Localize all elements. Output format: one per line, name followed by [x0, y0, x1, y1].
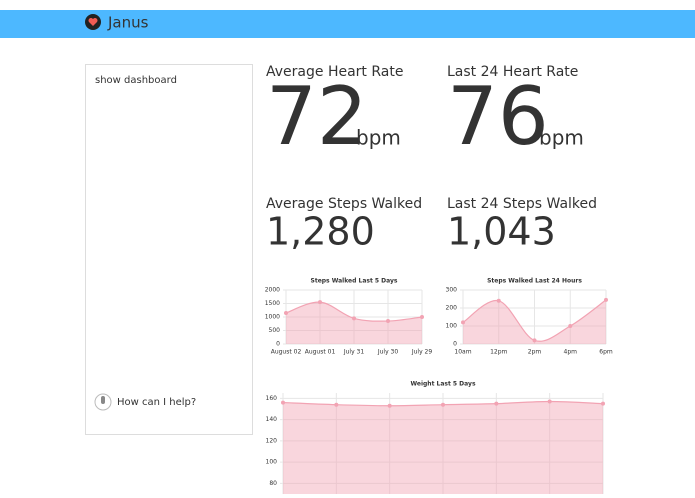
y-tick-label: 1500 — [265, 300, 280, 307]
stat-unit: bpm — [356, 126, 401, 150]
point — [532, 338, 537, 343]
point — [547, 399, 552, 404]
x-tick-label: 6pm — [599, 349, 613, 356]
point — [496, 298, 501, 303]
point — [318, 300, 322, 305]
point — [568, 324, 573, 328]
stat-value: 1,043 — [447, 210, 556, 254]
chart-title: Steps Walked Last 24 Hours — [487, 278, 582, 285]
stat-label: Average Steps Walked — [266, 196, 422, 212]
x-tick-label: July 31 — [343, 349, 365, 356]
y-tick-label: 140 — [266, 416, 278, 423]
point — [284, 310, 288, 315]
y-tick-label: 160 — [266, 395, 278, 402]
y-tick-label: 100 — [446, 323, 458, 330]
mic-icon — [101, 396, 105, 404]
x-tick-label: 4pm — [564, 349, 578, 356]
y-tick-label: 500 — [269, 327, 281, 334]
point — [387, 403, 392, 408]
point — [494, 401, 499, 406]
prompt[interactable]: How can I help? — [117, 397, 196, 408]
area-fill — [283, 401, 603, 494]
y-tick-label: 80 — [269, 480, 277, 487]
y-tick-label: 0 — [453, 341, 457, 348]
chart-title: Steps Walked Last 5 Days — [311, 278, 398, 285]
x-tick-label: 2pm — [528, 349, 542, 356]
y-tick-label: 200 — [446, 305, 458, 312]
y-tick-label: 100 — [266, 459, 278, 466]
y-tick-label: 300 — [446, 287, 458, 294]
dashboard-link[interactable]: show dashboard — [95, 75, 177, 86]
stat-label: Last 24 Heart Rate — [447, 64, 578, 80]
area-fill — [286, 302, 422, 344]
y-tick-label: 1000 — [265, 314, 280, 321]
stat-label: Last 24 Steps Walked — [447, 196, 597, 212]
app-title: Janus — [107, 14, 149, 32]
stat-value: 1,280 — [266, 210, 375, 254]
point — [441, 402, 445, 407]
stat-value: 72 — [266, 70, 368, 163]
x-tick-label: July 30 — [377, 349, 399, 356]
y-tick-label: 2000 — [265, 287, 280, 294]
point — [461, 320, 465, 325]
chart-title: Weight Last 5 Days — [410, 381, 475, 388]
header-bar — [0, 10, 695, 38]
x-tick-label: August 02 — [271, 349, 302, 356]
stat-unit: bpm — [539, 126, 584, 150]
point — [604, 297, 608, 302]
point — [420, 315, 424, 319]
y-tick-label: 120 — [266, 437, 278, 444]
y-tick-label: 0 — [276, 341, 280, 348]
x-tick-label: 10am — [454, 349, 471, 356]
sidebar — [85, 64, 253, 435]
stat-label: Average Heart Rate — [266, 64, 403, 80]
logo-heart — [88, 18, 98, 26]
area-fill — [463, 299, 606, 344]
point — [601, 401, 605, 406]
x-tick-label: 12pm — [490, 349, 507, 356]
point — [334, 402, 339, 407]
stat-value: 76 — [447, 70, 549, 163]
x-tick-label: July 29 — [411, 349, 433, 356]
point — [386, 319, 390, 324]
point — [281, 400, 285, 405]
point — [352, 316, 356, 321]
x-tick-label: August 01 — [305, 349, 336, 356]
